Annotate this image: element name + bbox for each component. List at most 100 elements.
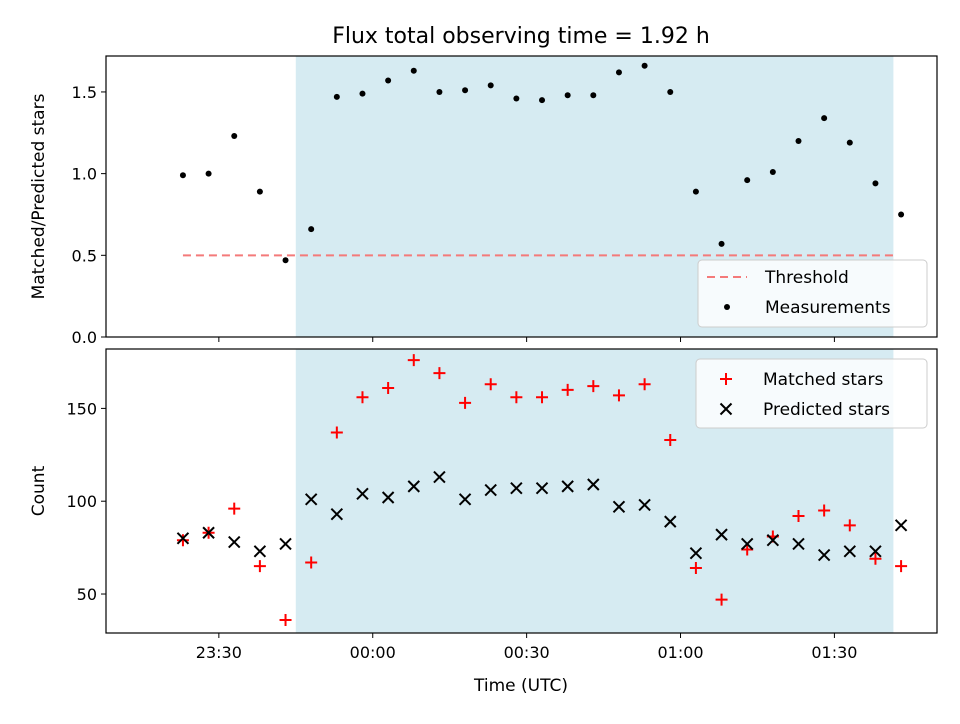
matched-star-point bbox=[330, 426, 343, 439]
predicted-star-point bbox=[228, 535, 241, 549]
y-tick-label: 0.0 bbox=[72, 328, 97, 347]
y-tick-label: 1.0 bbox=[72, 165, 97, 184]
chart-title: Flux total observing time = 1.92 h bbox=[332, 24, 710, 49]
matched-star-point bbox=[279, 614, 292, 627]
predicted-star-point bbox=[817, 548, 831, 562]
legend-box bbox=[697, 259, 928, 328]
legend-matched-swatch bbox=[720, 373, 732, 385]
x-axis-label: Time (UTC) bbox=[473, 676, 568, 696]
measurement-point bbox=[179, 172, 186, 179]
measurement-point bbox=[308, 226, 315, 233]
measurement-point bbox=[513, 95, 520, 102]
legend-measurements-label: Measurements bbox=[765, 298, 891, 318]
predicted-star-point bbox=[458, 493, 472, 506]
predicted-star-point bbox=[202, 526, 215, 539]
predicted-star-point bbox=[638, 498, 651, 512]
matched-star-point bbox=[228, 502, 241, 515]
measurement-point bbox=[692, 188, 699, 195]
x-tick-label: 01:30 bbox=[811, 643, 857, 662]
y-axis-label: Count bbox=[29, 465, 49, 516]
matched-star-point bbox=[638, 378, 651, 391]
measurement-point bbox=[641, 62, 648, 69]
measurement-point bbox=[718, 240, 725, 247]
matched-star-point bbox=[895, 560, 908, 573]
matched-star-point bbox=[792, 510, 805, 523]
matched-star-point bbox=[510, 391, 523, 404]
predicted-star-point bbox=[689, 546, 703, 560]
matched-star-point bbox=[356, 391, 369, 404]
predicted-star-point bbox=[587, 478, 600, 491]
measurement-point bbox=[359, 90, 366, 97]
predicted-star-point bbox=[356, 487, 369, 500]
y-tick-label: 0.5 bbox=[72, 246, 97, 265]
measurement-point bbox=[205, 170, 212, 177]
measurement-point bbox=[667, 88, 674, 95]
measurement-point bbox=[333, 93, 340, 100]
matched-star-point bbox=[612, 389, 625, 402]
predicted-star-point bbox=[535, 482, 549, 495]
y-tick-label: 100 bbox=[66, 492, 97, 511]
predicted-star-point bbox=[715, 528, 728, 541]
matched-star-point bbox=[459, 396, 472, 409]
measurement-point bbox=[564, 92, 571, 99]
measurement-point bbox=[898, 211, 905, 218]
predicted-star-point bbox=[279, 537, 292, 551]
predicted-star-point bbox=[407, 480, 420, 493]
matched-star-point bbox=[305, 556, 318, 569]
legend-matched-label: Matched stars bbox=[763, 370, 883, 390]
measurement-point bbox=[846, 139, 853, 146]
matched-star-point bbox=[407, 354, 420, 367]
predicted-star-point bbox=[330, 507, 344, 521]
y-axis-label: Matched/Predicted stars bbox=[29, 93, 49, 299]
matched-star-point bbox=[561, 383, 574, 396]
legend-predicted-label: Predicted stars bbox=[763, 400, 890, 420]
measurement-point bbox=[487, 82, 494, 89]
matched-star-point bbox=[433, 367, 446, 380]
legend-box bbox=[695, 358, 928, 429]
predicted-star-point bbox=[843, 545, 857, 558]
x-tick-label: 01:00 bbox=[657, 643, 703, 662]
matched-star-point bbox=[382, 381, 395, 394]
y-tick-label: 150 bbox=[66, 399, 97, 418]
matched-star-point bbox=[484, 378, 497, 391]
matched-star-point bbox=[664, 433, 677, 446]
legend-measurements-swatch bbox=[724, 304, 730, 310]
matched-star-point bbox=[715, 593, 728, 606]
legend-threshold-label: Threshold bbox=[764, 268, 849, 288]
measurement-point bbox=[282, 257, 289, 264]
matched-star-point bbox=[176, 534, 189, 547]
legend-predicted-swatch bbox=[719, 402, 733, 416]
predicted-star-point bbox=[869, 545, 882, 558]
measurement-point bbox=[539, 97, 546, 104]
measurement-point bbox=[615, 69, 622, 76]
measurement-point bbox=[821, 115, 828, 122]
predicted-star-point bbox=[766, 533, 780, 547]
measurement-point bbox=[462, 87, 469, 94]
measurement-point bbox=[436, 88, 443, 95]
matched-star-point bbox=[689, 562, 702, 575]
plot-frame bbox=[105, 55, 938, 338]
matched-star-point bbox=[818, 504, 831, 517]
matched-star-point bbox=[843, 519, 856, 532]
predicted-star-point bbox=[304, 493, 318, 506]
x-tick-label: 00:00 bbox=[350, 643, 396, 662]
predicted-star-point bbox=[484, 483, 497, 497]
x-tick-label: 23:30 bbox=[196, 643, 242, 662]
predicted-star-point bbox=[740, 537, 754, 551]
measurement-point bbox=[385, 77, 392, 84]
top-panel: 0.0 0.5 1.0 1.5 Matched/Predicted stars Thres… bbox=[29, 55, 938, 347]
predicted-star-point bbox=[510, 482, 523, 495]
measurement-point bbox=[590, 92, 597, 99]
predicted-star-point bbox=[433, 470, 446, 484]
predicted-star-point bbox=[561, 480, 574, 493]
predicted-star-point bbox=[894, 519, 908, 532]
measurement-point bbox=[256, 188, 263, 195]
predicted-star-point bbox=[381, 491, 395, 504]
measurement-point bbox=[231, 133, 238, 140]
matched-star-point bbox=[587, 380, 600, 393]
measurement-point bbox=[769, 168, 776, 175]
measurement-point bbox=[410, 67, 417, 74]
measurement-point bbox=[872, 180, 879, 187]
matched-star-point bbox=[741, 543, 754, 556]
